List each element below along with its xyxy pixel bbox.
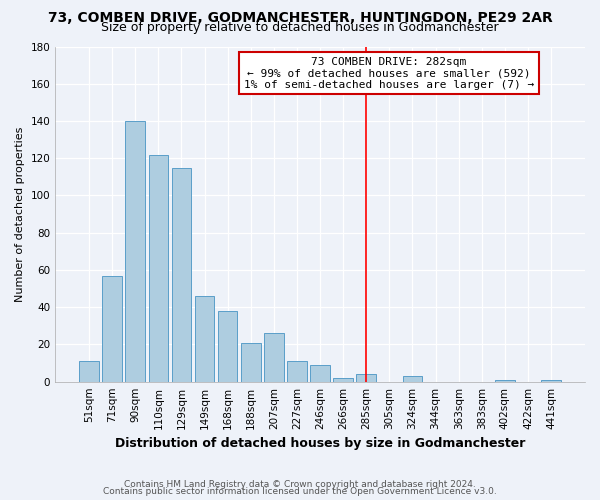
Text: Size of property relative to detached houses in Godmanchester: Size of property relative to detached ho… xyxy=(101,21,499,34)
X-axis label: Distribution of detached houses by size in Godmanchester: Distribution of detached houses by size … xyxy=(115,437,525,450)
Bar xyxy=(264,334,284,382)
Text: 73 COMBEN DRIVE: 282sqm
← 99% of detached houses are smaller (592)
1% of semi-de: 73 COMBEN DRIVE: 282sqm ← 99% of detache… xyxy=(244,56,534,90)
Bar xyxy=(541,380,561,382)
Bar xyxy=(334,378,353,382)
Bar xyxy=(356,374,376,382)
Bar xyxy=(310,365,330,382)
Bar xyxy=(495,380,515,382)
Text: Contains public sector information licensed under the Open Government Licence v3: Contains public sector information licen… xyxy=(103,487,497,496)
Bar xyxy=(403,376,422,382)
Y-axis label: Number of detached properties: Number of detached properties xyxy=(15,126,25,302)
Bar xyxy=(241,342,260,382)
Bar xyxy=(195,296,214,382)
Bar xyxy=(125,121,145,382)
Bar xyxy=(149,154,168,382)
Bar xyxy=(103,276,122,382)
Text: 73, COMBEN DRIVE, GODMANCHESTER, HUNTINGDON, PE29 2AR: 73, COMBEN DRIVE, GODMANCHESTER, HUNTING… xyxy=(47,11,553,25)
Text: Contains HM Land Registry data © Crown copyright and database right 2024.: Contains HM Land Registry data © Crown c… xyxy=(124,480,476,489)
Bar xyxy=(79,361,99,382)
Bar xyxy=(218,311,238,382)
Bar xyxy=(172,168,191,382)
Bar xyxy=(287,361,307,382)
